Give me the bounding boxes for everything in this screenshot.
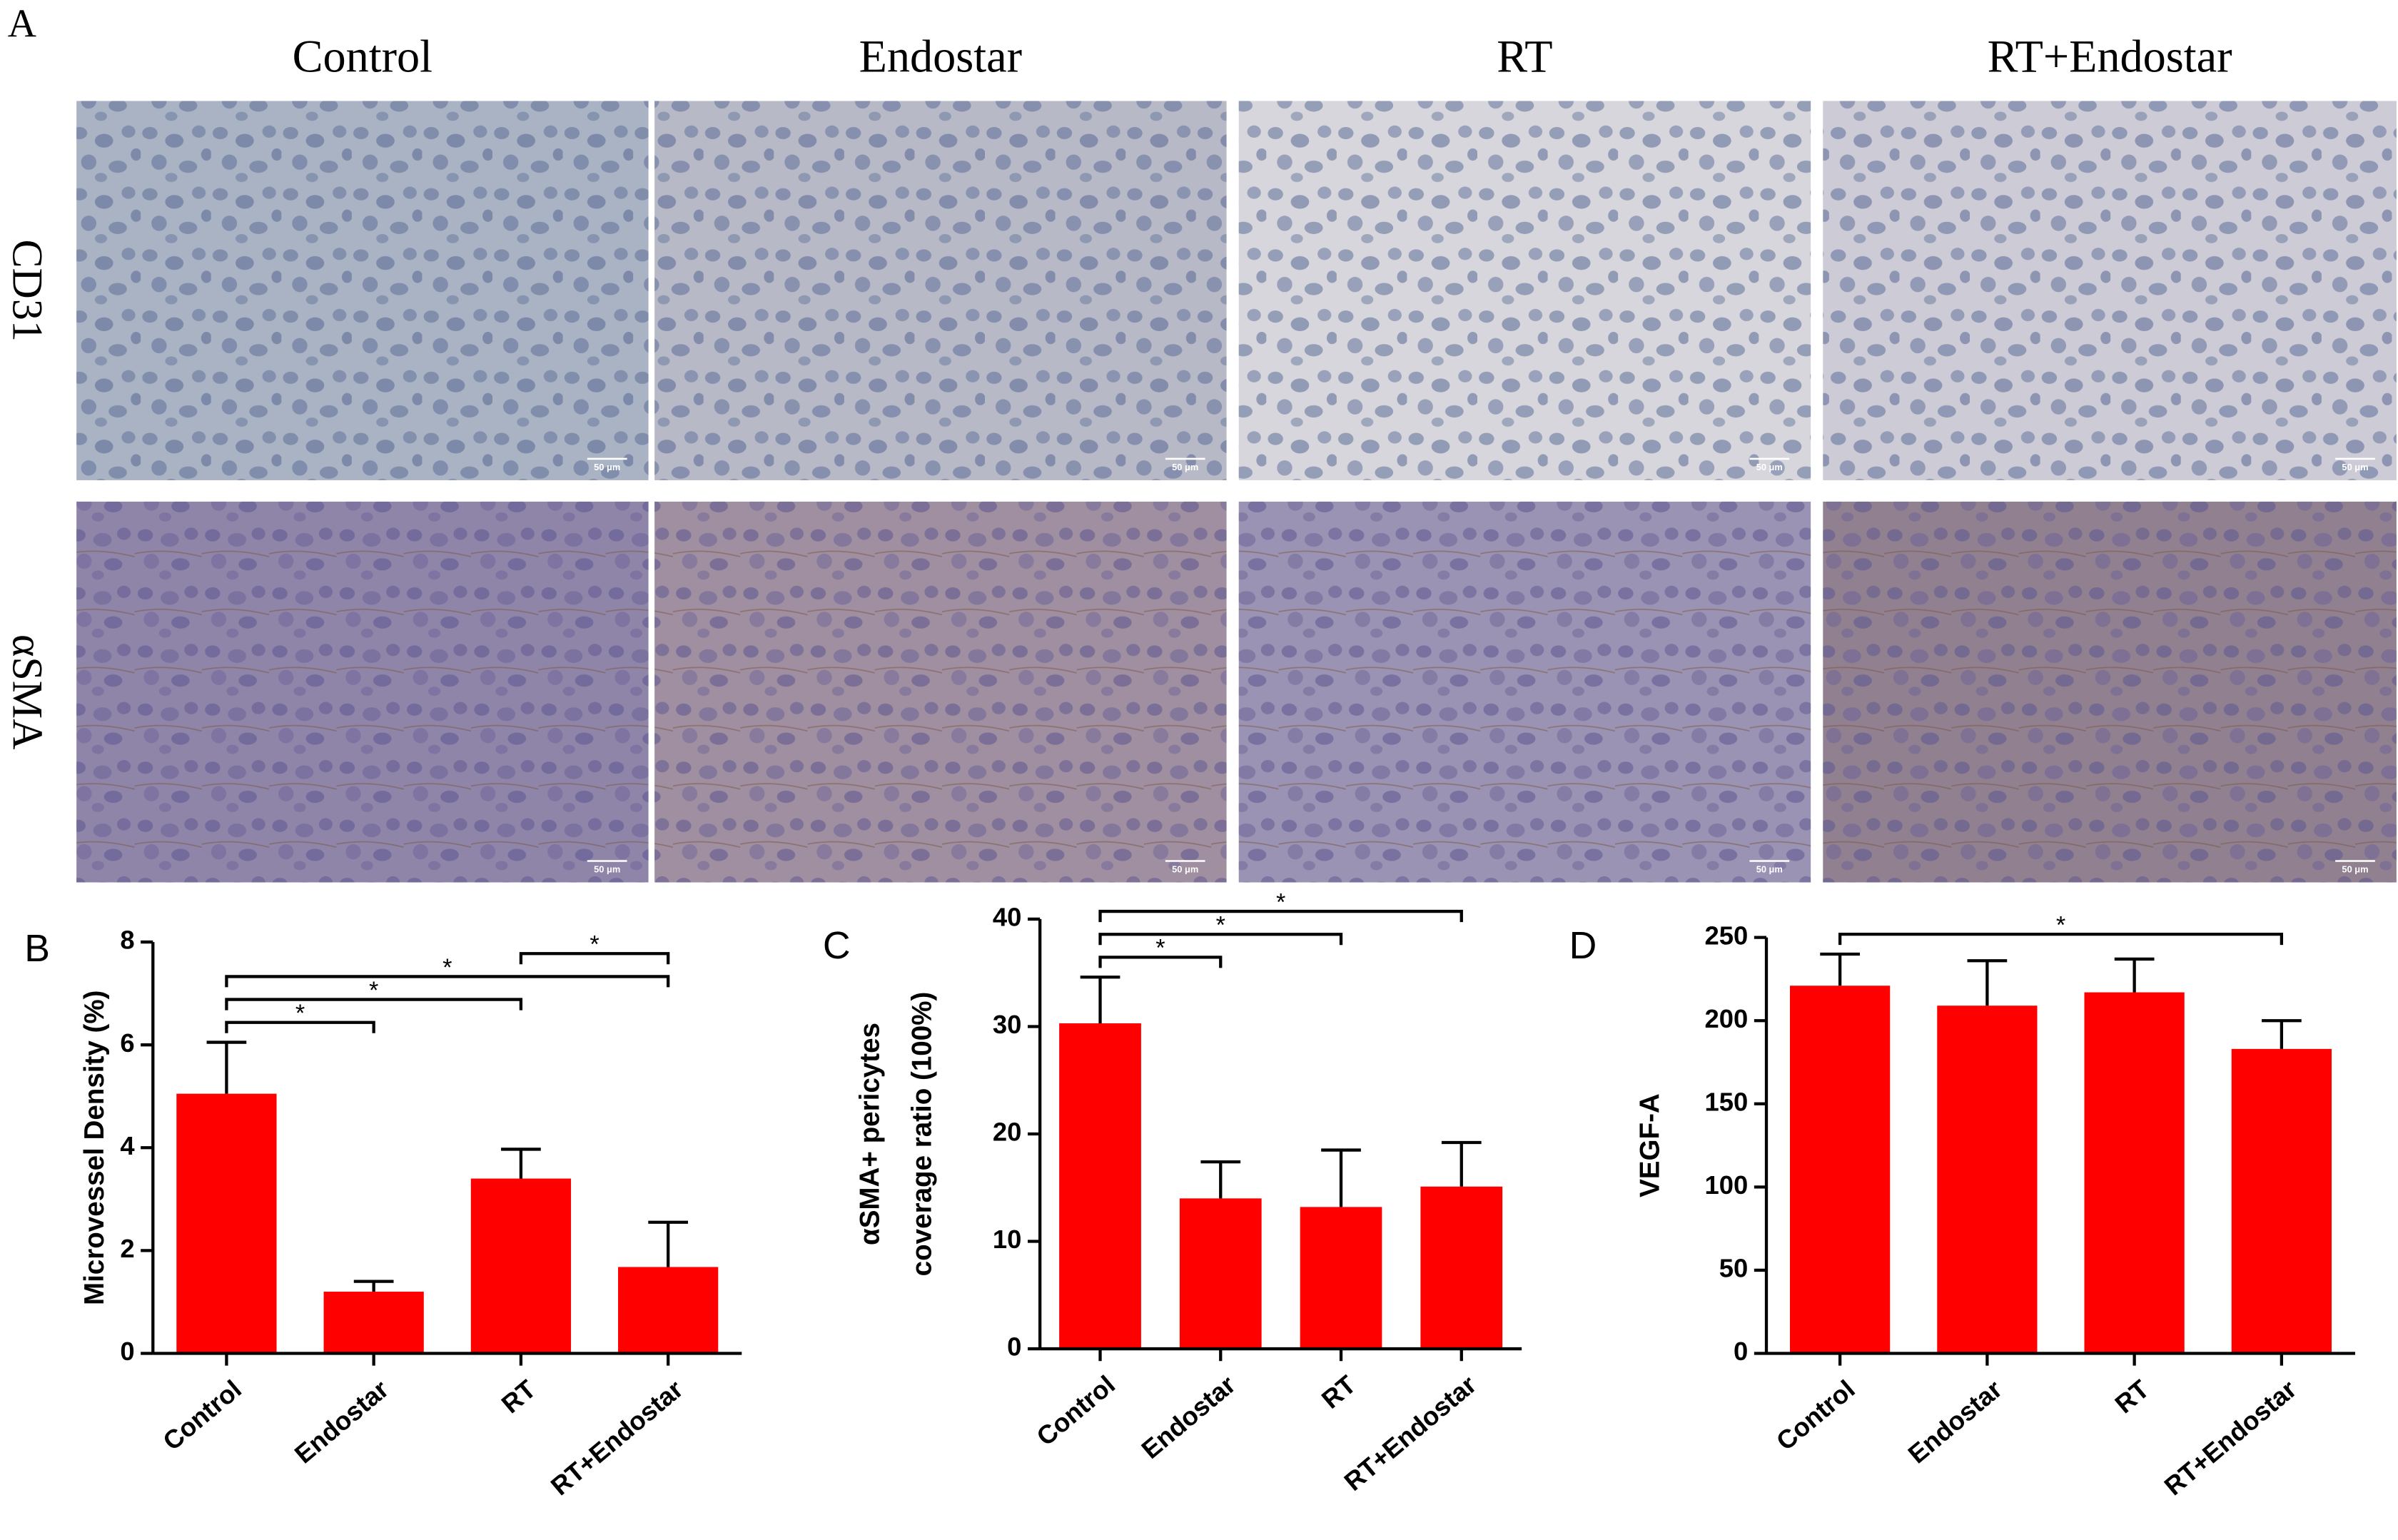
micrograph-texture (1238, 101, 1811, 480)
micrograph-texture (76, 101, 649, 480)
bar (2084, 992, 2185, 1354)
significance-label: * (1216, 912, 1225, 939)
x-tick-label: RT+Endostar (545, 1374, 689, 1501)
x-tick-label: RT+Endostar (1339, 1369, 1482, 1496)
y-axis-label: VEGF-A (1634, 1093, 1665, 1197)
bar (176, 1093, 277, 1354)
x-tick-label: Endostar (1136, 1369, 1241, 1464)
y-axis-label: αSMA+ pericytes (855, 1023, 886, 1245)
bar (323, 1292, 424, 1354)
column-label: Control (293, 31, 432, 82)
bar (1059, 1023, 1141, 1349)
x-tick-label: RT (2110, 1374, 2155, 1419)
y-tick-label: 2 (120, 1234, 134, 1263)
micrograph-texture (654, 501, 1227, 883)
y-tick-label: 4 (120, 1131, 135, 1160)
significance-bracket (1838, 932, 2284, 946)
significance-bracket (225, 998, 523, 1010)
scale-bar-label: 50 μm (1756, 864, 1783, 875)
scale-bar-label: 50 μm (594, 462, 620, 472)
y-tick-label: 6 (120, 1028, 134, 1058)
panel-label: B (24, 928, 50, 970)
y-tick-label: 0 (1734, 1337, 1748, 1366)
x-tick-label: Endostar (1903, 1374, 2008, 1469)
column-label: Endostar (859, 31, 1022, 82)
x-tick-label: Control (157, 1374, 246, 1457)
y-tick-label: 0 (120, 1337, 134, 1366)
bar (1420, 1186, 1503, 1349)
x-tick-label: Control (1771, 1374, 1860, 1457)
column-label: RT (1497, 31, 1552, 82)
y-tick-label: 0 (1007, 1332, 1021, 1362)
bar (1790, 986, 1891, 1354)
micrograph-texture (654, 101, 1227, 480)
panel-label: D (1569, 925, 1597, 967)
significance-label: * (1155, 935, 1165, 962)
bar (618, 1267, 719, 1354)
significance-bracket (1098, 933, 1343, 946)
significance-label: * (369, 977, 378, 1004)
y-tick-label: 50 (1719, 1254, 1749, 1283)
significance-bracket (1098, 956, 1223, 968)
y-axis-label: Microvessel Density (%) (79, 991, 110, 1305)
bar (470, 1178, 572, 1354)
y-tick-label: 200 (1705, 1004, 1749, 1033)
significance-label: * (2056, 911, 2065, 938)
row-label: αSMA (4, 634, 51, 749)
significance-bracket (225, 1020, 375, 1033)
significance-bracket (1098, 909, 1463, 923)
micrograph-texture (1823, 101, 2397, 480)
y-tick-label: 10 (993, 1225, 1022, 1254)
scale-bar-label: 50 μm (1756, 462, 1783, 472)
x-tick-label: RT+Endostar (2159, 1374, 2302, 1501)
micrograph-texture (1823, 501, 2397, 883)
micrograph-texture (76, 501, 649, 883)
scale-bar-label: 50 μm (1172, 462, 1198, 472)
panel-label: A (8, 1, 36, 46)
significance-bracket (225, 975, 670, 988)
y-tick-label: 150 (1705, 1087, 1749, 1116)
y-axis-label: coverage ratio (100%) (906, 992, 937, 1277)
y-tick-label: 8 (120, 926, 134, 955)
y-tick-label: 250 (1705, 921, 1749, 950)
y-tick-label: 40 (993, 903, 1022, 932)
y-tick-label: 30 (993, 1010, 1022, 1039)
bar (1179, 1198, 1262, 1349)
column-label: RT+Endostar (1988, 31, 2232, 82)
x-tick-label: RT (1316, 1369, 1362, 1414)
scale-bar-label: 50 μm (2342, 864, 2368, 875)
y-tick-label: 100 (1705, 1170, 1749, 1200)
scale-bar-label: 50 μm (1172, 864, 1198, 875)
significance-label: * (442, 954, 452, 981)
significance-label: * (590, 931, 599, 958)
bar (1300, 1207, 1382, 1349)
scale-bar-label: 50 μm (2342, 462, 2368, 472)
significance-bracket (519, 952, 670, 965)
scale-bar-label: 50 μm (594, 864, 620, 875)
micrograph-texture (1238, 501, 1811, 883)
row-label: CD31 (4, 240, 51, 342)
significance-label: * (1276, 888, 1285, 916)
x-tick-label: RT (496, 1374, 542, 1419)
significance-label: * (295, 1000, 305, 1027)
panel-label: C (823, 925, 851, 967)
y-tick-label: 20 (993, 1118, 1022, 1147)
bar (1937, 1005, 2038, 1354)
bar (2231, 1048, 2332, 1354)
x-tick-label: Endostar (289, 1374, 394, 1469)
x-tick-label: Control (1031, 1369, 1120, 1452)
